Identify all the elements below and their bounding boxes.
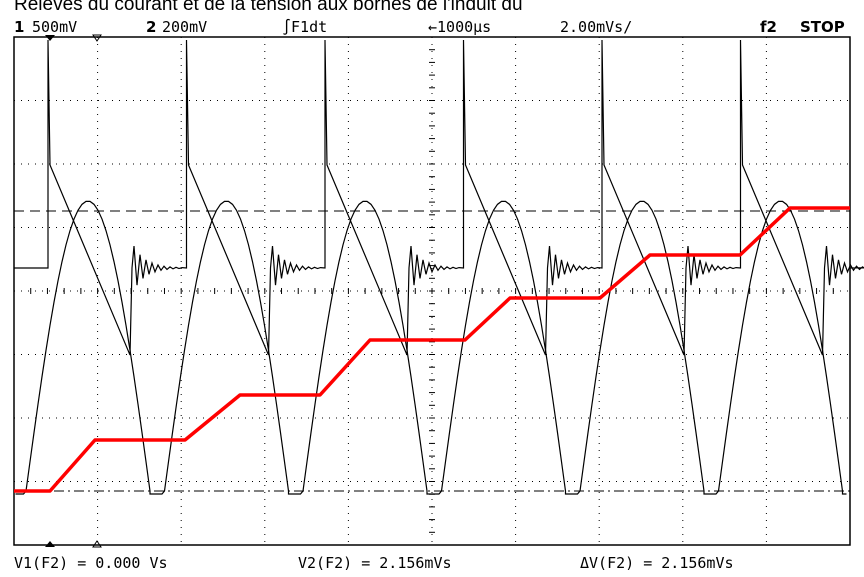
voltage-trace bbox=[16, 201, 847, 494]
scope-screen bbox=[0, 0, 864, 577]
current-trace bbox=[14, 40, 864, 355]
trigger-marker bbox=[93, 35, 101, 547]
trigger-marker bbox=[45, 35, 55, 547]
page: {"title": "Relevés du courant et de la t… bbox=[0, 0, 864, 577]
